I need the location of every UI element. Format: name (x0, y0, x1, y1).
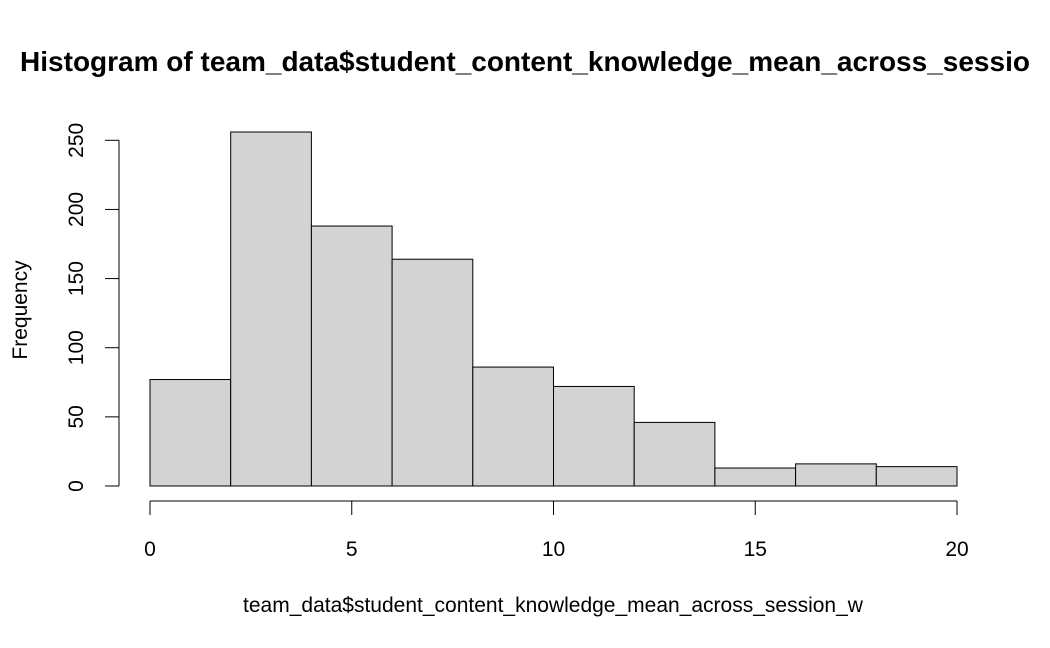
x-tick-label-0: 0 (144, 538, 156, 561)
y-tick-label-1: 50 (65, 405, 88, 428)
histogram-bar-0 (149, 379, 232, 487)
histogram-bar-7 (714, 467, 797, 487)
chart-title: Histogram of team_data$student_content_k… (20, 46, 1030, 77)
x-axis-label: team_data$student_content_knowledge_mean… (243, 594, 864, 617)
histogram-bar-2 (310, 225, 393, 487)
histogram-bar-5 (553, 385, 635, 487)
y-axis-label: Frequency (9, 260, 32, 360)
y-tick-label-5: 250 (65, 123, 88, 158)
x-tick-label-4: 20 (945, 538, 968, 561)
y-tick-label-3: 150 (65, 261, 88, 296)
histogram-bar-4 (472, 366, 554, 487)
x-tick-label-2: 10 (542, 538, 565, 561)
histogram-bar-8 (795, 463, 877, 487)
x-tick-label-1: 5 (346, 538, 358, 561)
x-tick-label-3: 15 (744, 538, 767, 561)
x-axis: 0 5 10 15 20 (144, 500, 969, 561)
histogram-bar-3 (391, 258, 474, 487)
bars-group (149, 131, 958, 487)
y-axis: 0 50 100 150 200 250 (65, 123, 120, 492)
histogram-bar-9 (875, 466, 958, 487)
y-tick-label-0: 0 (65, 480, 88, 492)
y-tick-label-4: 200 (65, 192, 88, 227)
histogram-bar-6 (633, 421, 716, 487)
y-tick-label-2: 100 (65, 330, 88, 365)
histogram-bar-1 (230, 131, 312, 487)
